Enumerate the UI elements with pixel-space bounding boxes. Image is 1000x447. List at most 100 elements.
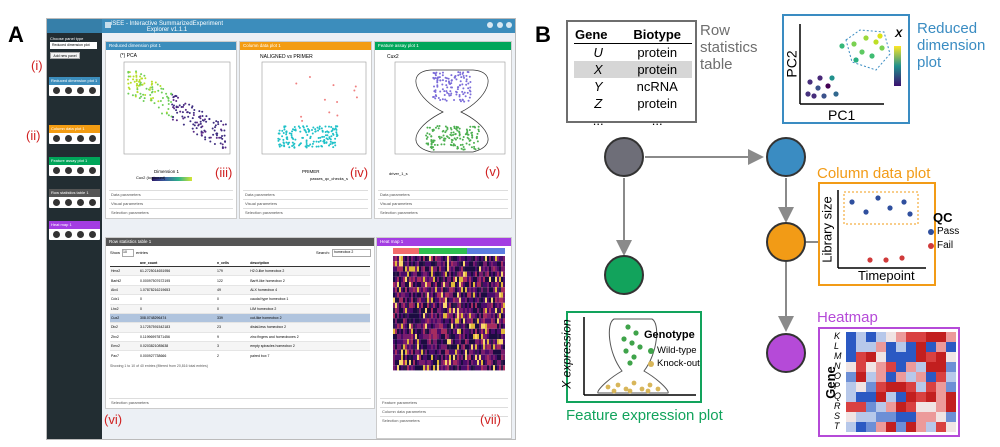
modify-icon[interactable] (89, 167, 97, 174)
table-cell: 1.07878216219653 (139, 284, 217, 295)
ko-point (639, 386, 645, 392)
down-icon[interactable] (77, 135, 85, 142)
settings-icon[interactable] (487, 22, 493, 28)
down-icon[interactable] (77, 167, 85, 174)
visual-params-row[interactable]: Visual parameters (378, 199, 508, 207)
delete-icon[interactable] (52, 135, 60, 142)
selection-params-row[interactable]: Selection parameters (378, 208, 508, 216)
heatmap-cell (439, 313, 441, 319)
heatmap-cell (445, 261, 447, 267)
panel-type-select[interactable]: Reduced dimension plot (50, 42, 97, 49)
coldata-params-row[interactable]: Column data parameters (380, 407, 508, 415)
sidebar-item-redim[interactable]: Reduced dimension plot 1 (49, 77, 100, 96)
featassay-violin[interactable] (383, 60, 507, 168)
delete-icon[interactable] (52, 167, 60, 174)
table-cell: 0.11996997871456 (139, 331, 217, 342)
add-panel-button[interactable]: Add new panel (50, 52, 80, 59)
heatmap-cell (453, 328, 455, 334)
visual-params-row[interactable]: Visual parameters (243, 199, 368, 207)
sidebar-item-rowstat[interactable]: Row statistics table 1 (49, 189, 100, 208)
table-row[interactable]: Alx4 1.07878216219653 49 ALX homeobox 4 (110, 284, 370, 295)
sidebar-item-featassay[interactable]: Feature assay plot 1 (49, 157, 100, 176)
coldata-scatter[interactable] (248, 60, 368, 168)
node-row-stats[interactable] (604, 137, 644, 177)
down-icon[interactable] (77, 199, 85, 206)
down-icon[interactable] (77, 231, 85, 238)
table-row[interactable]: Lhx2 0 0 LIM homeobox 2 (110, 303, 370, 314)
node-feature-expr[interactable] (604, 255, 644, 295)
heatmap-cell (485, 297, 487, 303)
data-params-row[interactable]: Data parameters (243, 190, 368, 198)
heatmap-cell (501, 276, 503, 282)
up-icon[interactable] (64, 135, 72, 142)
violin-point (476, 140, 479, 143)
table-row[interactable]: Dlx2 3.17257591542183 23 distal-less homeob… (110, 322, 370, 333)
heatmap-cell (405, 287, 407, 293)
down-icon[interactable] (77, 87, 85, 94)
node-heatmap[interactable] (766, 333, 806, 373)
heatmap-cell (449, 302, 451, 308)
up-icon[interactable] (64, 199, 72, 206)
search-input[interactable]: homeobox 2 (332, 249, 371, 257)
sidebar-item-heatmap[interactable]: Heat map 1 (49, 221, 100, 240)
delete-icon[interactable] (52, 199, 60, 206)
help-icon[interactable] (497, 22, 503, 28)
modify-icon[interactable] (89, 135, 97, 142)
show-select[interactable]: 10 (122, 249, 134, 257)
heatmap-cell (459, 266, 461, 272)
heatmap-cell (491, 365, 493, 371)
heatmap-cell (916, 402, 926, 412)
heatmap-cell (401, 308, 403, 314)
delete-icon[interactable] (52, 231, 60, 238)
menu-icon[interactable] (105, 22, 111, 28)
table-row[interactable]: Cdx1 0 0 caudal type homeobox 1 (110, 294, 370, 304)
modify-icon[interactable] (89, 87, 97, 94)
node-reduced-dim[interactable] (766, 137, 806, 177)
redim-scatter[interactable] (114, 60, 232, 168)
heatmap-cell (489, 266, 491, 272)
table-row[interactable]: Pax7 0.000927738666 2 paired box 7 (110, 350, 370, 360)
selection-params-row[interactable]: Selection parameters (109, 208, 233, 216)
up-icon[interactable] (64, 87, 72, 94)
heatmap-cell (393, 302, 395, 308)
info-icon[interactable] (506, 22, 512, 28)
heatmap-cell (417, 302, 419, 308)
delete-icon[interactable] (52, 87, 60, 94)
data-params-row[interactable]: Data parameters (378, 190, 508, 198)
heatmap-cell (499, 318, 501, 324)
data-params-row[interactable]: Data parameters (109, 190, 233, 198)
heatmap-cell (477, 308, 479, 314)
scatter-point (224, 146, 227, 149)
selection-params-row[interactable]: Selection parameters (109, 398, 371, 406)
up-icon[interactable] (64, 231, 72, 238)
sidebar-item-coldata[interactable]: Column data plot 1 (49, 125, 100, 144)
up-icon[interactable] (64, 167, 72, 174)
selection-params-row[interactable]: Selection parameters (380, 416, 508, 424)
heatmap-cell (461, 365, 463, 371)
table-row[interactable]: Zhx2 0.11996997871456 9 zinc fingers and ho… (110, 331, 370, 342)
table-row[interactable]: Cux2 308.0748296474 339 cut-like homeobox 2 (110, 312, 370, 323)
table-cell: 0.000927738666 (139, 350, 217, 360)
heatmap-cell (475, 344, 477, 350)
modify-icon[interactable] (89, 199, 97, 206)
heatmap-cell (429, 276, 431, 282)
feature-params-row[interactable]: Feature parameters (380, 398, 508, 406)
heatmap-cell (437, 354, 439, 360)
heatmap-cell (479, 360, 481, 366)
selection-params-row[interactable]: Selection parameters (243, 208, 368, 216)
modify-icon[interactable] (89, 231, 97, 238)
table-row[interactable]: Hmx2 61.2725014651956 179 H2.0-like homeobo… (110, 265, 370, 276)
heatmap-cell (475, 328, 477, 334)
node-column-data[interactable] (766, 222, 806, 262)
scatter-point (199, 120, 202, 123)
table-row[interactable]: Emx2 0.0203821085638 3 empty spiracles home… (110, 340, 370, 351)
heatmap-cell (439, 302, 441, 308)
heatmap-image[interactable] (381, 248, 507, 376)
table-row[interactable]: Barhl2 0.00097507672195 122 BarH-like homeo… (110, 275, 370, 286)
heatmap-cell (846, 362, 856, 372)
visual-params-row[interactable]: Visual parameters (109, 199, 233, 207)
heatmap-cell (403, 271, 405, 277)
scatter-point (188, 103, 191, 106)
scatter-point (326, 134, 329, 137)
violin-point (458, 93, 461, 96)
